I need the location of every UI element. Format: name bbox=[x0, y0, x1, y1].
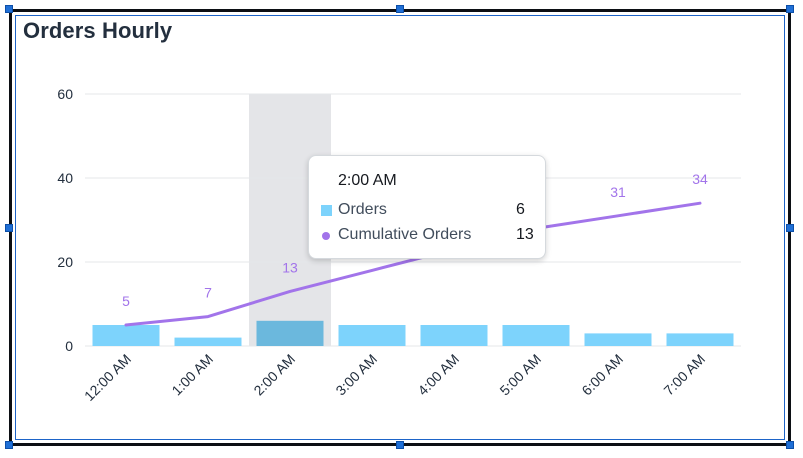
bar-orders bbox=[584, 333, 652, 346]
resize-handle-left[interactable] bbox=[5, 224, 13, 232]
resize-handle-top-left[interactable] bbox=[5, 5, 13, 13]
x-tick-label: 7:00 AM bbox=[660, 351, 708, 399]
tooltip-title: 2:00 AM bbox=[338, 172, 397, 189]
y-tick-label: 60 bbox=[57, 86, 73, 102]
resize-handle-bottom[interactable] bbox=[396, 441, 404, 449]
bar-orders bbox=[256, 320, 324, 346]
resize-handle-top[interactable] bbox=[396, 5, 404, 13]
bar-orders bbox=[502, 325, 570, 346]
bar-orders bbox=[338, 325, 406, 346]
resize-handle-top-right[interactable] bbox=[786, 5, 794, 13]
tooltip-value: 6 bbox=[516, 201, 525, 218]
x-tick-label: 12:00 AM bbox=[81, 351, 134, 404]
x-tick-label: 2:00 AM bbox=[250, 351, 298, 399]
cumulative-legend-dot bbox=[322, 232, 330, 240]
chart-tooltip: 2:00 AM Orders 6 Cumulative Orders 13 bbox=[308, 155, 546, 259]
line-data-label: 34 bbox=[692, 171, 708, 187]
line-data-label: 7 bbox=[204, 285, 212, 301]
y-tick-label: 20 bbox=[57, 254, 73, 270]
bar-orders bbox=[420, 325, 488, 346]
y-tick-label: 0 bbox=[65, 338, 73, 354]
selection-outline bbox=[15, 15, 785, 440]
line-data-label: 5 bbox=[122, 293, 130, 309]
resize-handle-bottom-left[interactable] bbox=[5, 441, 13, 449]
bar-orders bbox=[92, 325, 160, 346]
chart-title: Orders Hourly bbox=[23, 18, 173, 43]
x-tick-label: 4:00 AM bbox=[414, 351, 462, 399]
x-tick-label: 3:00 AM bbox=[332, 351, 380, 399]
bar-orders bbox=[666, 333, 734, 346]
resize-handle-bottom-right[interactable] bbox=[786, 441, 794, 449]
line-data-label: 31 bbox=[610, 184, 626, 200]
x-tick-label: 1:00 AM bbox=[168, 351, 216, 399]
tooltip-label: Cumulative Orders bbox=[338, 226, 472, 243]
y-tick-label: 40 bbox=[57, 170, 73, 186]
orders-legend-swatch bbox=[321, 205, 332, 216]
x-tick-label: 5:00 AM bbox=[496, 351, 544, 399]
bar-orders bbox=[174, 337, 242, 346]
tooltip-value: 13 bbox=[516, 226, 534, 243]
resize-handle-right[interactable] bbox=[786, 224, 794, 232]
line-cumulative-orders bbox=[124, 201, 702, 327]
line-data-label: 13 bbox=[282, 259, 298, 275]
x-tick-label: 6:00 AM bbox=[578, 351, 626, 399]
tooltip-label: Orders bbox=[338, 201, 387, 218]
